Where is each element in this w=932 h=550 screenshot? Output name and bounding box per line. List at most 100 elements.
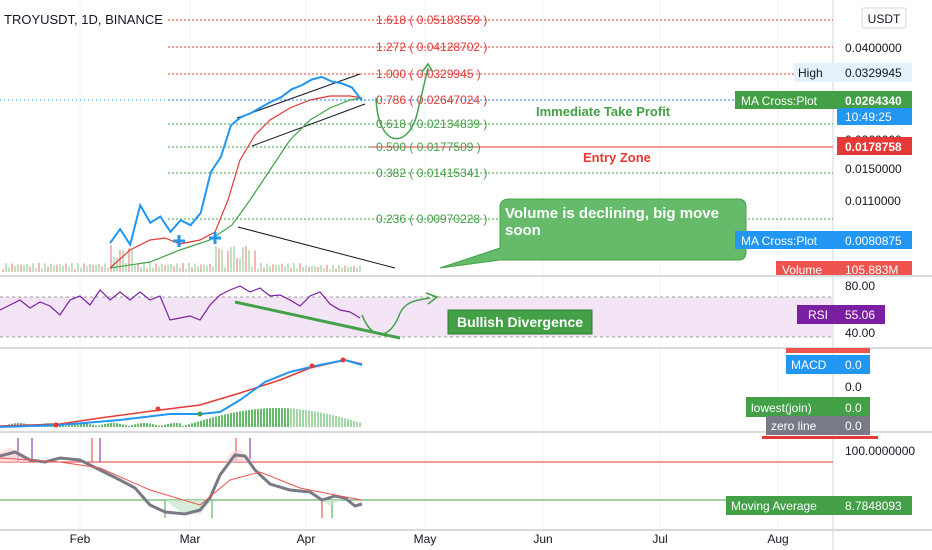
macd-hist-bar <box>122 424 124 427</box>
rsi-label: RSI <box>808 308 828 322</box>
macd-hist-bar <box>167 423 169 427</box>
macd-hist-bar <box>164 424 166 427</box>
ma-cross-bottom-badge <box>735 231 837 249</box>
macd-hist-bar <box>221 415 223 427</box>
volume-bar <box>290 268 292 272</box>
fib-label-1618: 1.618 ( 0.05183559 ) <box>376 13 487 27</box>
macd-hist-bar <box>200 420 202 427</box>
take-profit-annotation: Immediate Take Profit <box>536 104 671 119</box>
rsi-projection <box>361 297 431 335</box>
currency-badge[interactable] <box>861 7 907 29</box>
rsi-badge <box>797 305 837 324</box>
countdown-value: 10:49:25 <box>845 110 892 124</box>
macd-hist-bar <box>251 409 253 427</box>
x-tick-jul: Jul <box>652 532 667 546</box>
x-tick-feb: Feb <box>70 532 91 546</box>
macd-hist-bar <box>248 409 250 427</box>
volume-bar <box>110 245 112 272</box>
macd-hist-bar <box>173 423 175 427</box>
channel-lower-line <box>251 103 366 147</box>
macd-hist-bar <box>335 415 337 427</box>
volume-bar <box>38 263 40 272</box>
macd-hist-bar <box>116 423 118 427</box>
volume-bar <box>23 265 25 272</box>
volume-bar <box>137 263 139 272</box>
macd-hist-bar <box>332 415 334 427</box>
price-tick-3: 0.0150000 <box>845 162 902 176</box>
volume-bar <box>62 265 64 272</box>
macd-hist-bar <box>212 417 214 427</box>
channel-upper-line <box>236 73 361 119</box>
volume-bar <box>263 267 265 272</box>
macd-hist-bar <box>356 421 358 427</box>
macd-hist-bar <box>245 410 247 427</box>
volume-bar <box>272 264 274 272</box>
volume-bar <box>2 269 4 272</box>
entry-value-badge <box>837 137 912 155</box>
volume-bar <box>182 263 184 272</box>
macd-hist-bar <box>338 416 340 427</box>
volume-bar <box>299 263 301 272</box>
macd-hist-bar <box>209 418 211 427</box>
macd-hist-bar <box>266 408 268 427</box>
macd-hist-bar <box>230 413 232 427</box>
macd-hist-bar <box>158 425 160 427</box>
volume-bar <box>248 250 250 272</box>
volume-value: 105.883M <box>845 263 898 277</box>
volume-bar <box>74 268 76 272</box>
volume-bar <box>266 263 268 272</box>
volume-bar <box>185 268 187 272</box>
volume-bar <box>302 266 304 272</box>
macd-hist-bar <box>341 417 343 427</box>
macd-hist-bar <box>290 408 292 427</box>
volume-badge <box>776 261 912 275</box>
ma-cross-top-badge <box>735 91 837 109</box>
macd-hist-bar <box>239 411 241 427</box>
macd-tick: 0.0 <box>845 380 862 394</box>
volume-bar <box>86 266 88 272</box>
macd-hist-bar <box>146 423 148 427</box>
macd-hist-bar <box>83 423 85 427</box>
volume-bar <box>305 265 307 272</box>
volume-bar <box>203 264 205 272</box>
ma-cross-top-value-badge <box>837 91 912 109</box>
macd-hist-bar <box>224 414 226 427</box>
macd-hist-bar <box>260 408 262 427</box>
zero-line-badge <box>766 416 837 435</box>
macd-hist-bar <box>77 423 79 427</box>
volume-bar <box>311 266 313 272</box>
macd-hist-bar <box>203 419 205 427</box>
macd-hist-bar <box>113 423 115 427</box>
macd-hist-bar <box>272 408 274 427</box>
macd-hist-bar <box>170 423 172 427</box>
volume-bar <box>95 265 97 272</box>
volume-bar <box>245 246 247 272</box>
high-label: High <box>798 66 823 80</box>
volume-bar <box>254 250 256 272</box>
volume-label: Volume <box>782 263 822 277</box>
macd-hist-bar <box>161 425 163 427</box>
volume-bar <box>257 268 259 272</box>
macd-cross-dots <box>53 357 346 428</box>
ma-slow-line <box>109 97 363 269</box>
macd-hist-bar <box>242 410 244 427</box>
volume-bar <box>92 264 94 272</box>
fib-label-0786: 0.786 ( 0.02647024 ) <box>376 93 487 107</box>
volume-bar <box>320 265 322 272</box>
macd-hist-bar <box>320 412 322 427</box>
volume-bar <box>173 266 175 272</box>
volume-bar <box>347 266 349 272</box>
rsi-tick-80: 80.00 <box>845 279 875 293</box>
macd-histogram <box>2 408 361 427</box>
macd-hist-bar <box>296 408 298 427</box>
volume-bar <box>296 268 298 272</box>
ma-cross-top-label: MA Cross:Plot <box>741 94 818 108</box>
volume-bar <box>308 266 310 272</box>
projection-arrow <box>375 67 429 140</box>
lowest-join-label: lowest(join) <box>751 401 812 415</box>
volume-callout-box <box>439 198 747 269</box>
volume-bar <box>239 258 241 272</box>
macd-hist-bar <box>182 426 184 427</box>
macd-hist-bar <box>74 423 76 427</box>
